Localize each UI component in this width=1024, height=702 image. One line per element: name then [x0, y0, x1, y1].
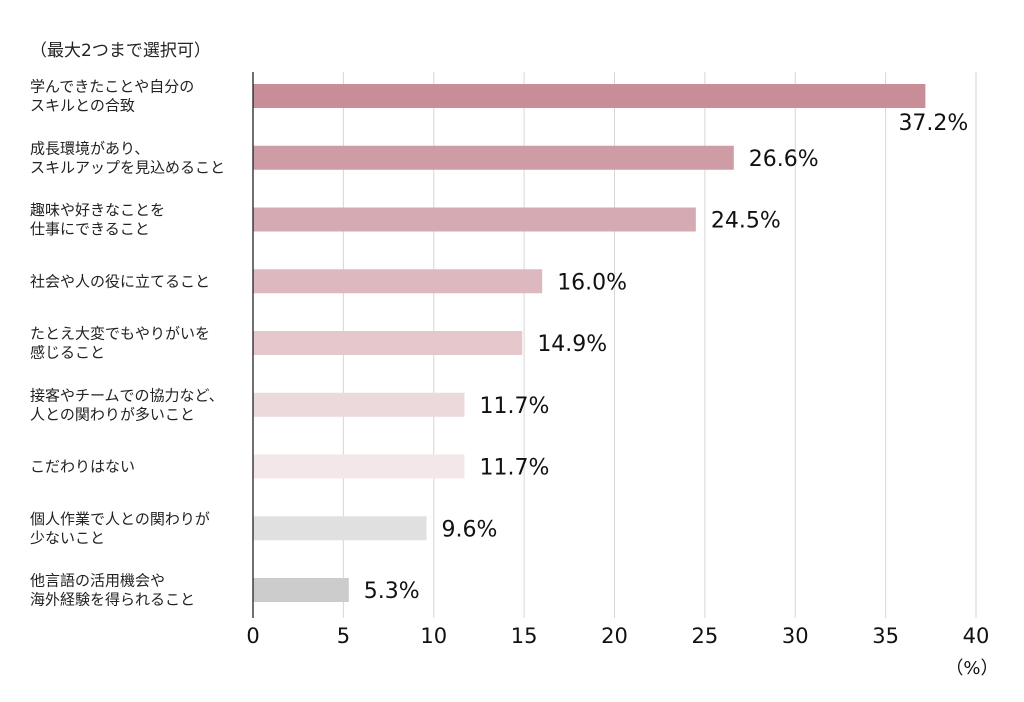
- value-label: 14.9%: [537, 332, 607, 357]
- x-tick-label: 35: [872, 624, 899, 648]
- x-tick-labels: 0 5 10 15 20 25 30 35 40: [246, 624, 989, 648]
- category-label-line: スキルとの合致: [30, 97, 135, 115]
- category-label-line: 他言語の活用機会や: [30, 572, 165, 590]
- category-label: 学んできたことや自分のスキルとの合致: [30, 78, 194, 115]
- bar: [253, 392, 465, 417]
- category-label-line: 趣味や好きなことを: [30, 201, 165, 219]
- category-label: 社会や人の役に立てること: [30, 272, 210, 290]
- category-label: たとえ大変でもやりがいを感じること: [30, 325, 210, 362]
- category-label-line: 海外経験を得られること: [30, 591, 195, 609]
- x-tick-label: 0: [246, 624, 259, 648]
- category-label: 個人作業で人との関わりが少ないこと: [30, 510, 210, 547]
- category-label-line: 成長環境があり、: [30, 139, 149, 157]
- value-label: 16.0%: [557, 270, 627, 295]
- value-labels: 37.2% 26.6% 24.5% 16.0% 14.9% 11.7% 11.7% 9.6% 5…: [364, 111, 969, 604]
- category-label: 他言語の活用機会や海外経験を得られること: [30, 572, 195, 609]
- value-label: 24.5%: [711, 209, 781, 234]
- value-label: 37.2%: [898, 111, 968, 136]
- category-label-line: 仕事にできること: [30, 220, 150, 238]
- selection-note: （最大2つまで選択可）: [30, 41, 211, 61]
- bar: [253, 516, 427, 541]
- x-axis-unit-label: （%）: [945, 658, 998, 679]
- category-label-line: 少ないこと: [30, 529, 105, 547]
- bar: [253, 84, 926, 108]
- category-label-line: 人との関わりが多いこと: [30, 405, 195, 423]
- category-label-line: たとえ大変でもやりがいを: [30, 325, 210, 343]
- category-label-line: 個人作業で人との関わりが: [30, 510, 210, 528]
- category-label-line: 社会や人の役に立てること: [30, 272, 210, 290]
- x-tick-label: 40: [963, 624, 990, 648]
- category-label: 成長環境があり、スキルアップを見込めること: [30, 139, 225, 176]
- value-label: 5.3%: [364, 579, 420, 604]
- category-label: 趣味や好きなことを仕事にできること: [30, 201, 165, 238]
- category-label-line: こだわりはない: [30, 458, 135, 476]
- bar: [253, 454, 465, 479]
- x-tick-label: 10: [420, 624, 447, 648]
- category-label-line: 学んできたことや自分の: [30, 78, 194, 96]
- x-tick-label: 30: [782, 624, 809, 648]
- category-label-line: 感じること: [30, 344, 105, 362]
- category-label: こだわりはない: [30, 458, 135, 476]
- bar: [253, 331, 523, 355]
- category-label: 接客やチームでの協力など、人との関わりが多いこと: [30, 386, 224, 423]
- value-label: 11.7%: [479, 456, 549, 481]
- category-label-line: 接客やチームでの協力など、: [30, 386, 224, 404]
- bar: [253, 207, 696, 232]
- value-label: 26.6%: [749, 147, 819, 172]
- x-tick-label: 5: [337, 624, 350, 648]
- value-label: 9.6%: [442, 517, 498, 542]
- category-labels: 学んできたことや自分のスキルとの合致成長環境があり、スキルアップを見込めること趣…: [30, 78, 225, 609]
- value-label: 11.7%: [479, 394, 549, 419]
- x-tick-label: 15: [511, 624, 538, 648]
- bars: [253, 84, 926, 602]
- x-tick-label: 25: [692, 624, 719, 648]
- category-label-line: スキルアップを見込めること: [30, 158, 225, 176]
- bar: [253, 145, 734, 170]
- bar: [253, 578, 349, 602]
- x-tick-label: 20: [601, 624, 628, 648]
- bar: [253, 269, 543, 294]
